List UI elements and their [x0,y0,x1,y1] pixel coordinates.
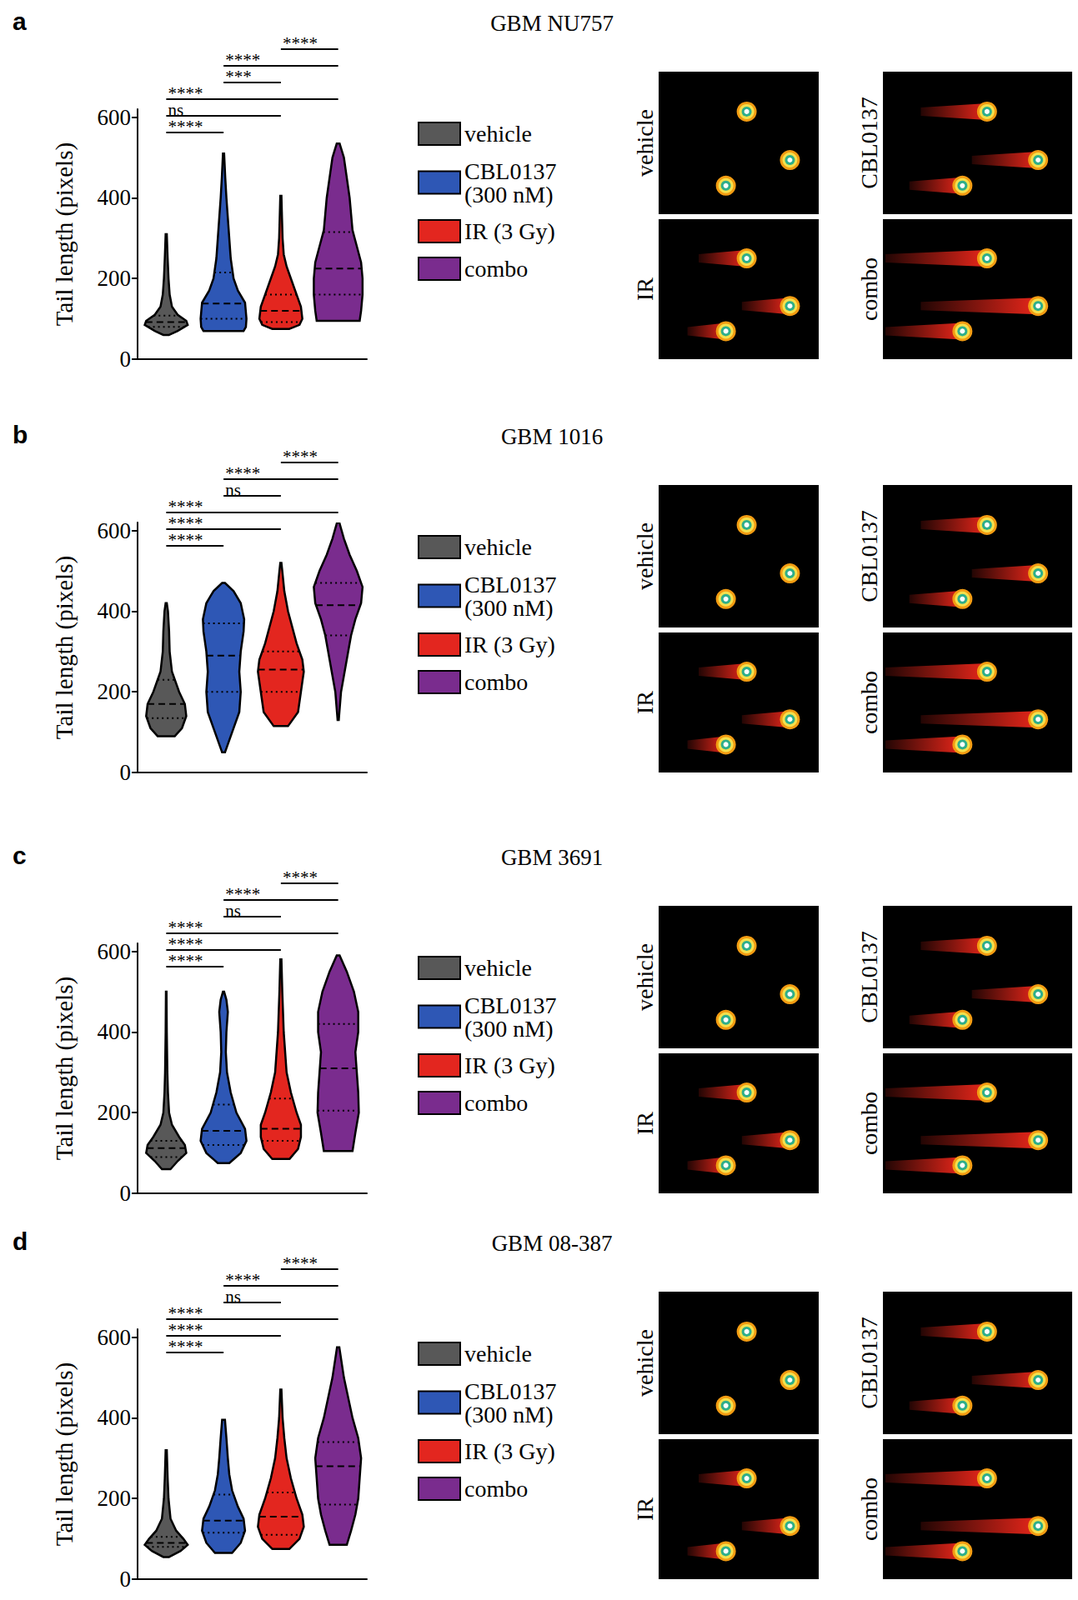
svg-text:a: a [12,7,27,36]
svg-text:CBL0137: CBL0137 [464,992,562,1019]
svg-text:****: **** [225,1270,261,1291]
svg-text:IR: IR [631,1498,658,1522]
svg-text:CBL0137: CBL0137 [464,158,562,185]
svg-text:CBL0137: CBL0137 [464,1378,562,1405]
svg-text:(300 nM): (300 nM) [464,1402,554,1429]
svg-text:GBM 3691: GBM 3691 [501,845,603,871]
svg-text:****: **** [282,446,318,467]
svg-text:400: 400 [97,185,132,211]
svg-text:combo: combo [464,1476,528,1503]
svg-text:200: 200 [97,679,132,705]
svg-text:vehicle: vehicle [464,955,532,982]
svg-text:****: **** [167,83,203,104]
svg-text:vehicle: vehicle [464,1341,532,1368]
svg-text:****: **** [167,496,203,517]
svg-text:Tail length (pixels): Tail length (pixels) [50,977,79,1161]
svg-text:CBL0137: CBL0137 [856,510,883,602]
svg-text:400: 400 [97,1405,132,1431]
svg-text:Tail length (pixels): Tail length (pixels) [50,556,79,740]
svg-text:CBL0137: CBL0137 [856,1317,883,1409]
svg-text:Tail length (pixels): Tail length (pixels) [50,142,79,326]
svg-text:GBM NU757: GBM NU757 [490,10,614,36]
svg-text:GBM 1016: GBM 1016 [501,424,603,450]
svg-text:200: 200 [97,265,132,291]
svg-text:Tail length (pixels): Tail length (pixels) [50,1363,79,1547]
svg-text:b: b [12,421,28,449]
svg-text:0: 0 [120,1567,132,1593]
svg-text:vehicle: vehicle [631,943,658,1012]
svg-text:ns: ns [225,479,241,500]
svg-text:600: 600 [97,1325,132,1351]
svg-text:200: 200 [97,1100,132,1126]
svg-text:ns: ns [225,900,241,921]
svg-text:0: 0 [120,760,132,786]
svg-text:GBM 08-387: GBM 08-387 [491,1231,613,1257]
svg-text:ns: ns [167,99,184,120]
svg-text:IR: IR [631,277,658,301]
svg-text:****: **** [225,50,261,71]
svg-text:vehicle: vehicle [631,522,658,591]
svg-text:****: **** [282,1253,318,1274]
svg-text:IR (3 Gy): IR (3 Gy) [464,631,556,658]
svg-text:combo: combo [464,1090,528,1117]
svg-text:(300 nM): (300 nM) [464,595,554,622]
svg-text:combo: combo [856,257,883,321]
svg-text:400: 400 [97,1019,132,1045]
svg-text:(300 nM): (300 nM) [464,181,554,208]
svg-text:CBL0137: CBL0137 [464,571,562,598]
svg-text:IR (3 Gy): IR (3 Gy) [464,218,556,245]
svg-text:c: c [12,842,27,870]
svg-text:(300 nM): (300 nM) [464,1016,554,1043]
svg-text:600: 600 [97,518,132,544]
svg-text:****: **** [225,884,261,905]
svg-text:IR (3 Gy): IR (3 Gy) [464,1439,556,1465]
svg-text:IR: IR [631,1112,658,1136]
svg-text:0: 0 [120,346,132,372]
svg-text:vehicle: vehicle [464,534,532,561]
svg-text:IR: IR [631,691,658,715]
svg-text:400: 400 [97,598,132,624]
svg-text:combo: combo [464,255,528,282]
svg-text:200: 200 [97,1486,132,1512]
svg-text:600: 600 [97,939,132,965]
svg-text:vehicle: vehicle [631,1329,658,1398]
svg-text:d: d [12,1228,28,1256]
svg-text:CBL0137: CBL0137 [856,96,883,189]
svg-text:0: 0 [120,1181,132,1207]
svg-text:vehicle: vehicle [464,120,532,147]
svg-text:****: **** [167,1303,203,1324]
svg-text:****: **** [167,917,203,938]
svg-text:IR (3 Gy): IR (3 Gy) [464,1052,556,1079]
svg-text:CBL0137: CBL0137 [856,931,883,1023]
svg-text:****: **** [282,867,318,888]
svg-text:vehicle: vehicle [631,109,658,177]
svg-text:ns: ns [225,1286,241,1307]
svg-text:combo: combo [856,1478,883,1542]
svg-text:combo: combo [464,669,528,696]
svg-text:combo: combo [856,1092,883,1156]
svg-text:****: **** [282,33,318,54]
svg-text:combo: combo [856,671,883,735]
svg-text:600: 600 [97,105,132,131]
svg-text:****: **** [225,463,261,484]
